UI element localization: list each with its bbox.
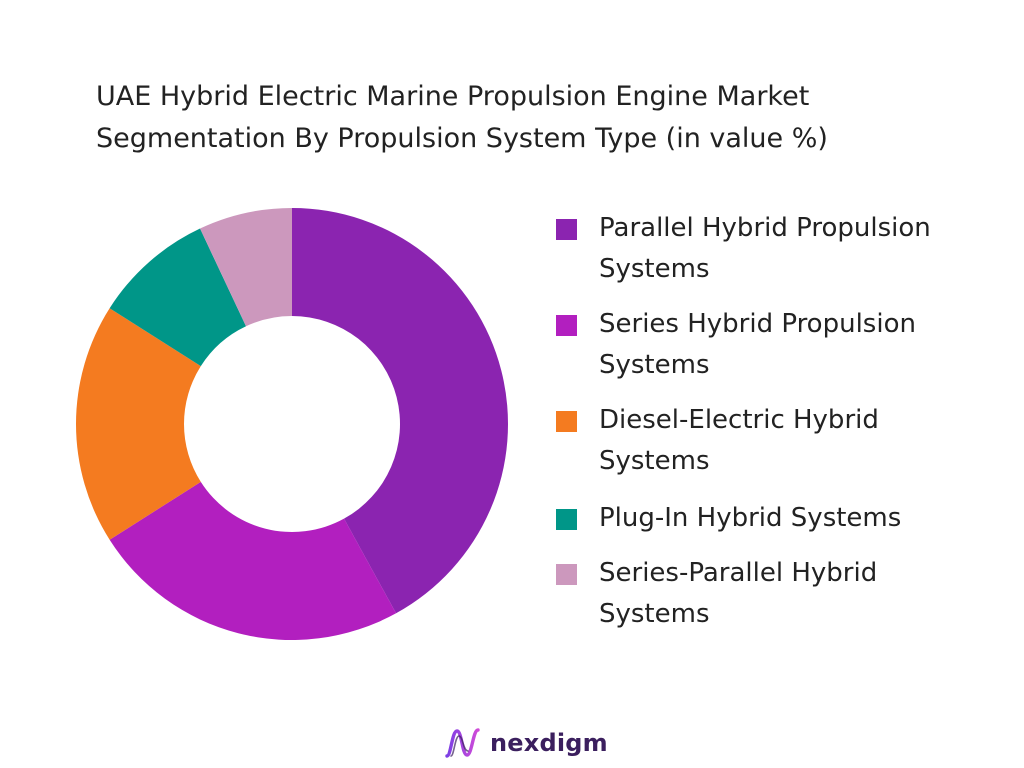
- chart-title: UAE Hybrid Electric Marine Propulsion En…: [96, 76, 976, 160]
- nexdigm-wave-logo-icon: [445, 728, 480, 758]
- legend-swatch-4: [556, 509, 577, 530]
- brand-name: nexdigm: [490, 729, 608, 757]
- donut-slice-1: [292, 208, 508, 614]
- donut-slice-2: [109, 481, 397, 640]
- legend-label-5-line-2: Systems: [599, 599, 710, 629]
- legend-swatch-1: [556, 219, 577, 240]
- legend-label-3: Diesel-Electric Hybrid Systems: [599, 400, 879, 482]
- brand-logo: nexdigm: [444, 723, 608, 763]
- legend-item-2: Series Hybrid Propulsion Systems: [556, 304, 996, 386]
- legend-item-3: Diesel-Electric Hybrid Systems: [556, 400, 996, 482]
- legend-label-2-line-2: Systems: [599, 350, 710, 380]
- legend-swatch-5: [556, 564, 577, 585]
- legend-label-4-line-1: Plug-In Hybrid Systems: [599, 503, 902, 533]
- donut-slice-4: [109, 228, 247, 367]
- legend-label-2-line-1: Series Hybrid Propulsion: [599, 309, 916, 339]
- donut-slice-5: [200, 208, 292, 327]
- legend-label-3-line-1: Diesel-Electric Hybrid: [599, 405, 879, 435]
- legend-label-2: Series Hybrid Propulsion Systems: [599, 304, 916, 386]
- chart-title-line-2: Segmentation By Propulsion System Type (…: [96, 123, 828, 154]
- legend-label-5: Series-Parallel Hybrid Systems: [599, 553, 877, 635]
- legend-item-5: Series-Parallel Hybrid Systems: [556, 553, 996, 635]
- legend-label-1-line-1: Parallel Hybrid Propulsion: [599, 213, 931, 243]
- legend-label-3-line-2: Systems: [599, 446, 710, 476]
- legend-label-5-line-1: Series-Parallel Hybrid: [599, 558, 878, 588]
- legend-swatch-3: [556, 411, 577, 432]
- legend-label-1-line-2: Systems: [599, 254, 710, 284]
- legend-swatch-2: [556, 315, 577, 336]
- legend-item-4: Plug-In Hybrid Systems: [556, 498, 996, 539]
- legend-item-1: Parallel Hybrid Propulsion Systems: [556, 208, 996, 290]
- donut-slice-3: [76, 308, 201, 540]
- legend-label-1: Parallel Hybrid Propulsion Systems: [599, 208, 931, 290]
- chart-title-line-1: UAE Hybrid Electric Marine Propulsion En…: [96, 81, 810, 112]
- legend-label-4: Plug-In Hybrid Systems: [599, 498, 901, 539]
- donut-chart: [76, 208, 508, 640]
